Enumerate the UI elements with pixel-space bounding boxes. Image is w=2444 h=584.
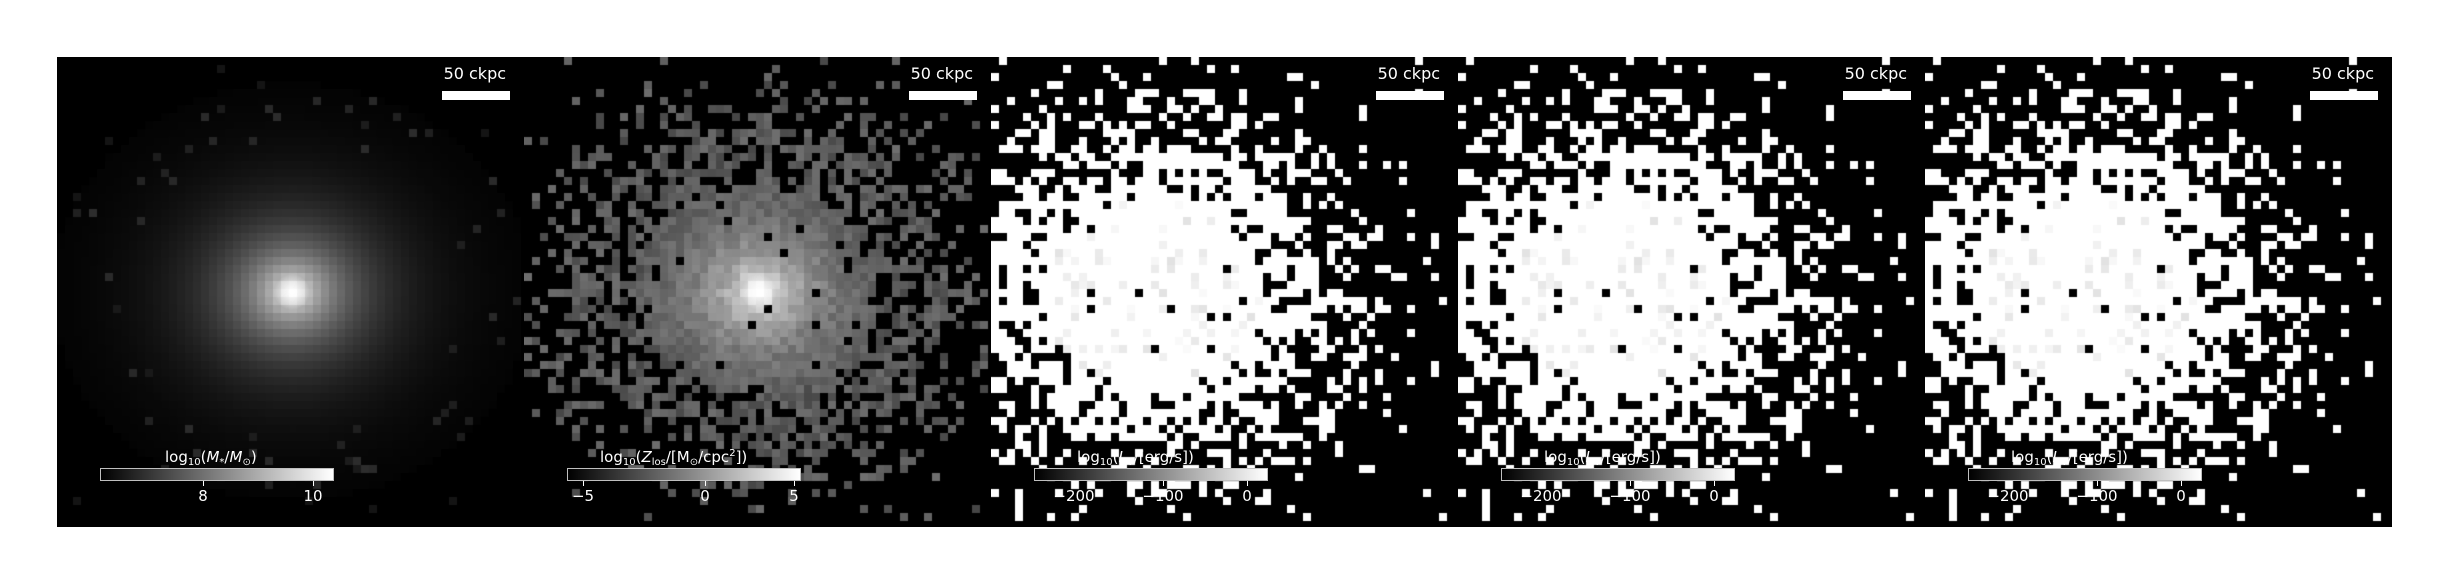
scale-bar-label: 50 ckpc [1377,64,1441,83]
colorbar-tick: −200 [1053,487,1095,505]
pixel-map [991,57,1458,527]
panel-stellar-mass: 50 ckpc log10(M*/M⊙) 8 10 [57,57,524,527]
colorbar [1034,468,1268,481]
scale-bar [2309,91,2378,100]
colorbar-tick: −100 [2076,487,2118,505]
colorbar-tick: −100 [1142,487,1184,505]
colorbar-tick: −200 [1987,487,2029,505]
colorbar-tick: 8 [198,487,208,505]
image-strip: 50 ckpc log10(M*/M⊙) 8 10 50 ckpc log10(… [57,57,2392,527]
colorbar-tick: 10 [303,487,323,505]
colorbar-tick: 5 [789,487,799,505]
scale-bar-label: 50 ckpc [910,64,974,83]
colorbar [100,468,334,481]
colorbar-tick: 0 [1242,487,1252,505]
pixel-map [524,57,991,527]
colorbar-label: log10(M*/M⊙) [165,448,257,468]
panel-luminosity-1: 50 ckpc log10(LV/[erg/s]) −200 −100 0 [991,57,1458,527]
colorbar [1501,468,1735,481]
scale-bar-label: 50 ckpc [443,64,507,83]
pixel-map [57,57,524,527]
colorbar-label: log10(LV/[erg/s]) [1544,448,1661,468]
pixel-map [1925,57,2392,527]
scale-bar [1375,91,1444,100]
colorbar-tick: 0 [700,487,710,505]
colorbar-tick: 0 [1709,487,1719,505]
colorbar-tick: −5 [571,487,595,505]
colorbar [567,468,801,481]
scale-bar-label: 50 ckpc [1844,64,1908,83]
colorbar-label: log10(LV/[erg/s]) [1077,448,1194,468]
panel-metallicity: 50 ckpc log10(Zlos/[M⊙/cpc2]) −5 0 5 [524,57,991,527]
scale-bar-label: 50 ckpc [2311,64,2375,83]
panel-luminosity-2: 50 ckpc log10(LV/[erg/s]) −200 −100 0 [1458,57,1925,527]
colorbar-label: log10(Zlos/[M⊙/cpc2]) [600,448,748,468]
pixel-map [1458,57,1925,527]
scale-bar [441,91,510,100]
scale-bar [1842,91,1911,100]
colorbar-tick: −200 [1520,487,1562,505]
panel-luminosity-3: 50 ckpc log10(LV/[erg/s]) −200 −100 0 [1925,57,2392,527]
scale-bar [908,91,977,100]
colorbar-tick: 0 [2176,487,2186,505]
colorbar-tick: −100 [1609,487,1651,505]
colorbar-label: log10(LV/[erg/s]) [2011,448,2128,468]
colorbar [1968,468,2202,481]
